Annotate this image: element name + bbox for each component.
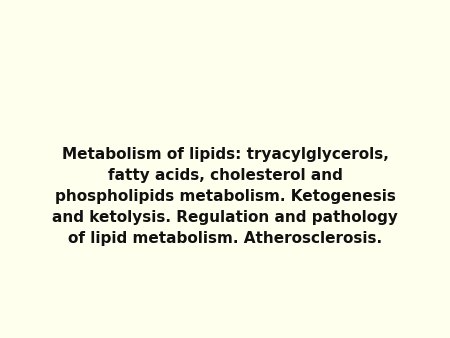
Text: Metabolism of lipids: tryacylglycerols,
fatty acids, cholesterol and
phospholipi: Metabolism of lipids: tryacylglycerols, … [52, 147, 398, 245]
